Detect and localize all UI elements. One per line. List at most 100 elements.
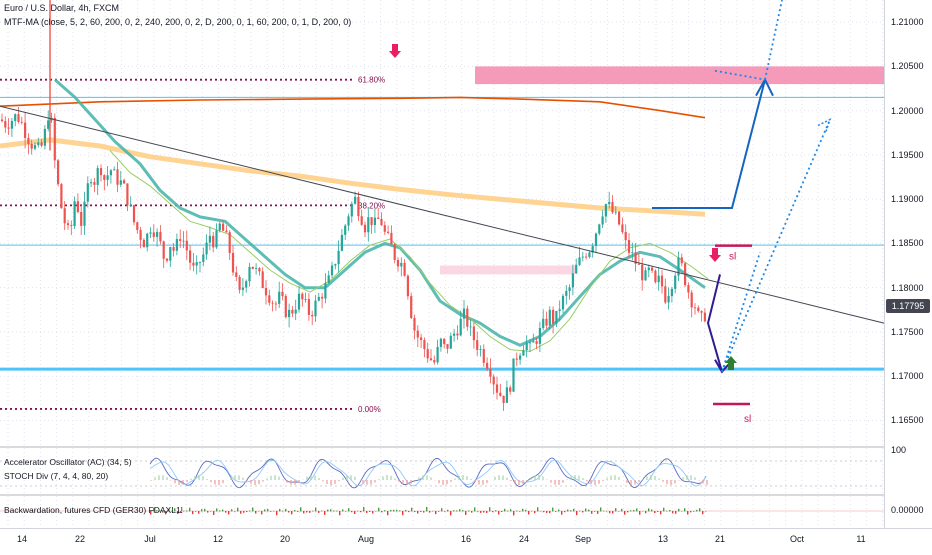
candle xyxy=(334,264,336,270)
candle-body xyxy=(608,202,610,204)
ac-histogram-bar xyxy=(346,476,348,480)
candle xyxy=(413,315,415,340)
backwardation-bar xyxy=(444,511,445,512)
candle xyxy=(466,305,468,330)
candle-body xyxy=(390,233,392,244)
candle xyxy=(701,310,703,321)
candle xyxy=(407,274,409,299)
candle xyxy=(588,251,590,259)
ac-histogram-bar xyxy=(706,480,708,485)
backwardation-bar xyxy=(669,510,670,512)
ac-histogram-bar xyxy=(570,477,572,480)
ac-histogram-bar xyxy=(254,480,256,485)
ac-histogram-bar xyxy=(626,480,628,483)
ac-histogram-bar xyxy=(174,480,176,483)
candle xyxy=(582,252,584,261)
candle-body xyxy=(417,331,419,338)
candle xyxy=(252,267,254,270)
backwardation-bar xyxy=(423,511,424,513)
ac-histogram-bar xyxy=(610,475,612,480)
candle-body xyxy=(588,252,590,256)
candle-body xyxy=(133,205,135,222)
backwardation-bar xyxy=(324,511,325,515)
candle xyxy=(192,253,194,271)
candle xyxy=(569,284,571,299)
candle-body xyxy=(582,257,584,258)
candle-body xyxy=(265,288,267,295)
candle-body xyxy=(103,175,105,180)
candle-body xyxy=(641,265,643,281)
candle xyxy=(206,234,208,259)
candle-body xyxy=(169,247,171,261)
candle xyxy=(512,358,514,392)
candle-body xyxy=(397,260,399,266)
candle xyxy=(67,220,69,230)
price-tick-label: 1.21000 xyxy=(891,17,924,27)
time-tick-label: Aug xyxy=(358,534,374,544)
candle xyxy=(4,116,6,132)
candle-body xyxy=(522,350,524,355)
time-tick-label: 12 xyxy=(213,534,223,544)
candle-body xyxy=(552,310,554,324)
backwardation-bar xyxy=(528,511,529,514)
backwardation-bar xyxy=(696,510,697,512)
backwardation-bar xyxy=(546,511,547,513)
ac-histogram-bar xyxy=(218,480,220,485)
candle xyxy=(311,311,313,325)
backwardation-bar xyxy=(234,511,235,512)
backwardation-bar xyxy=(450,511,451,515)
candle-body xyxy=(301,294,303,300)
time-tick-label: Sep xyxy=(575,534,591,544)
candle-body xyxy=(473,327,475,341)
candle xyxy=(493,374,495,394)
backwardation-bar xyxy=(258,511,259,512)
backwardation-bar xyxy=(327,510,328,512)
backwardation-bar xyxy=(537,507,538,511)
candle xyxy=(658,267,660,291)
backwardation-bar xyxy=(216,508,217,511)
candle xyxy=(450,332,452,349)
candle xyxy=(687,282,689,298)
backwardation-bar xyxy=(273,511,274,512)
candle xyxy=(153,224,155,241)
backwardation-bar xyxy=(459,509,460,511)
candle xyxy=(506,380,508,403)
symbol-title: Euro / U.S. Dollar, 4h, FXCM xyxy=(4,3,119,13)
ac-histogram-bar xyxy=(634,480,636,485)
candle xyxy=(681,254,683,267)
candle xyxy=(186,231,188,260)
candle xyxy=(677,251,679,281)
levels-layer: 61.80%38.20%0.00% xyxy=(0,66,884,414)
candle xyxy=(578,247,580,266)
candle-body xyxy=(351,204,353,217)
backwardation-bar xyxy=(261,511,262,514)
backwardation-bar xyxy=(573,509,574,512)
candle-body xyxy=(512,359,514,392)
backwardation-bar xyxy=(414,511,415,512)
backwardation-bar xyxy=(366,511,367,513)
candle-body xyxy=(14,114,16,121)
ac-histogram-bar xyxy=(506,478,508,480)
candle xyxy=(215,223,217,249)
candle-body xyxy=(456,334,458,336)
backwardation-bar xyxy=(579,511,580,512)
candle-body xyxy=(377,218,379,219)
ac-histogram-bar xyxy=(162,475,164,480)
candle xyxy=(552,307,554,334)
backwardation-bar xyxy=(330,509,331,511)
backwardation-bar xyxy=(429,511,430,513)
candle xyxy=(130,196,132,207)
candle-body xyxy=(54,118,56,161)
backwardation-bar xyxy=(300,507,301,511)
backwardation-bar xyxy=(417,511,418,514)
candle xyxy=(628,233,630,259)
candle-body xyxy=(625,232,627,240)
candle-body xyxy=(575,265,577,274)
backwardation-bar xyxy=(588,510,589,512)
backwardation-bar xyxy=(630,510,631,511)
backwardation-bar xyxy=(654,511,655,513)
